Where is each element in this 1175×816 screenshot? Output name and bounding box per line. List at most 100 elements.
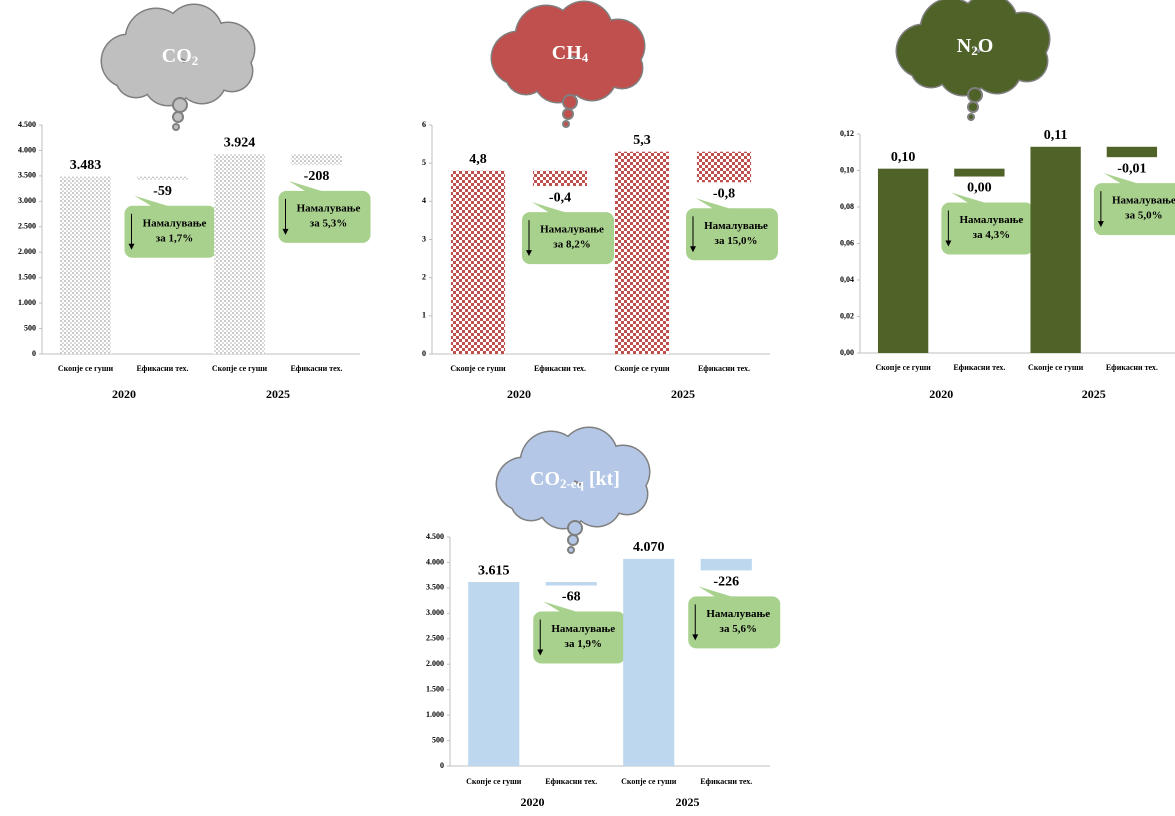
callout (124, 205, 217, 258)
value-label: -0,01 (1117, 161, 1146, 176)
x-tick-label: Скопје се гуши (212, 364, 268, 373)
title-part: 2 (192, 53, 199, 68)
group-label: 2020 (929, 387, 953, 401)
callout (941, 202, 1034, 255)
x-tick-label: Ефикасни тех. (545, 777, 597, 786)
annotation: Намалување (540, 224, 604, 236)
x-tick-label: Ефикасни тех. (953, 363, 1005, 372)
y-tick-label: 500 (432, 735, 444, 744)
y-tick-label: 0,02 (840, 311, 854, 320)
annotation: Намалување (297, 202, 361, 214)
bar (614, 151, 670, 354)
chart-panel: N2O 0,00 0,02 0,04 0,06 0,08 0,10 0,12 Скопје се… (840, 0, 1175, 401)
y-tick-label: 6 (422, 120, 426, 129)
title-part: 4 (582, 50, 589, 65)
group-label: 2020 (112, 387, 136, 401)
x-tick-label: Ефикасни тех. (700, 777, 752, 786)
value-label: 4.070 (633, 540, 665, 555)
chart-title: CH4 (552, 42, 589, 65)
callout-pointer (951, 192, 988, 204)
annotation: Намалување (959, 214, 1023, 226)
cloud-body (178, 55, 226, 103)
callout-arrowhead (692, 634, 699, 641)
annotation: за 1,7% (156, 232, 193, 244)
callout-pointer (698, 586, 735, 598)
x-tick-label: Скопје се гуши (466, 777, 522, 786)
cloud-body (939, 47, 987, 95)
callout-arrowhead (945, 240, 952, 247)
cloud-body (534, 54, 582, 102)
y-tick-label: 0,06 (840, 238, 854, 247)
title-part: CO (162, 45, 192, 67)
annotation: Намалување (706, 608, 770, 620)
value-label: -226 (713, 575, 739, 590)
value-label: 0,00 (967, 181, 992, 196)
title-part: CH (552, 42, 582, 64)
value-label: -68 (562, 590, 581, 605)
annotation: Намалување (143, 217, 207, 229)
cloud-body (573, 478, 621, 526)
bar (291, 154, 342, 165)
value-label: 0,11 (1044, 128, 1068, 143)
bar (545, 582, 597, 586)
value-label: 3.483 (70, 158, 102, 173)
y-tick-label: 0,04 (840, 275, 854, 284)
annotation: за 8,2% (553, 239, 590, 251)
callout-arrowhead (537, 649, 544, 656)
y-tick-label: 5 (422, 158, 426, 167)
y-tick-label: 0,00 (840, 348, 854, 357)
group-label: 2025 (676, 795, 700, 809)
annotation: за 5,3% (310, 217, 347, 229)
callout (533, 611, 626, 664)
x-tick-label: Скопје се гуши (875, 363, 931, 372)
value-label: 5,3 (633, 133, 651, 148)
x-tick-label: Ефикасни тех. (534, 364, 586, 373)
cloud-bubble (967, 87, 983, 103)
cloud-bubble (172, 111, 184, 123)
y-tick-label: 4.000 (18, 145, 36, 154)
bar (468, 582, 520, 766)
x-tick-label: Скопје се гуши (614, 364, 670, 373)
y-tick-label: 1.500 (426, 684, 444, 693)
cloud-bubble (967, 113, 975, 121)
bar (137, 176, 188, 180)
y-tick-label: 500 (24, 323, 36, 332)
y-tick-label: 0 (440, 761, 444, 770)
group-label: 2025 (1082, 387, 1106, 401)
x-tick-label: Скопје се гуши (621, 777, 677, 786)
cloud-body (511, 480, 551, 520)
callout (1093, 183, 1175, 236)
bar (214, 154, 265, 354)
callout (686, 208, 778, 261)
cloud-bubble (567, 534, 579, 546)
callout-arrowhead (1097, 221, 1104, 228)
callout-pointer (288, 180, 325, 192)
y-tick-label: 1 (422, 311, 426, 320)
cloud-bubble (562, 120, 570, 128)
title-part: CO (530, 468, 560, 490)
title-part: [kt] (584, 468, 620, 490)
y-tick-label: 3.000 (18, 196, 36, 205)
value-label: -0,8 (713, 186, 735, 201)
title-part: 2 (971, 43, 978, 58)
x-tick-label: Ефикасни тех. (1106, 363, 1158, 372)
callout-pointer (532, 202, 568, 214)
cloud-body (568, 52, 616, 100)
cloud-body (506, 54, 546, 94)
callout-arrowhead (128, 243, 135, 250)
annotation: Намалување (1112, 195, 1175, 207)
annotation: Намалување (551, 623, 615, 635)
y-tick-label: 3.500 (426, 583, 444, 592)
annotation: за 15,0% (715, 235, 758, 247)
annotation: Намалување (704, 220, 768, 232)
y-tick-label: 2.500 (18, 222, 36, 231)
y-tick-label: 0,10 (840, 165, 854, 174)
chart-title: N2O (957, 35, 994, 58)
x-tick-label: Ефикасни тех. (698, 364, 750, 373)
cloud-bubble (172, 123, 180, 131)
chart-panel: CO2 0 500 1.000 1.500 2.000 2.500 3.000 3.500 4.0… (18, 3, 371, 401)
bar (696, 151, 752, 183)
callout-arrowhead (282, 228, 289, 235)
